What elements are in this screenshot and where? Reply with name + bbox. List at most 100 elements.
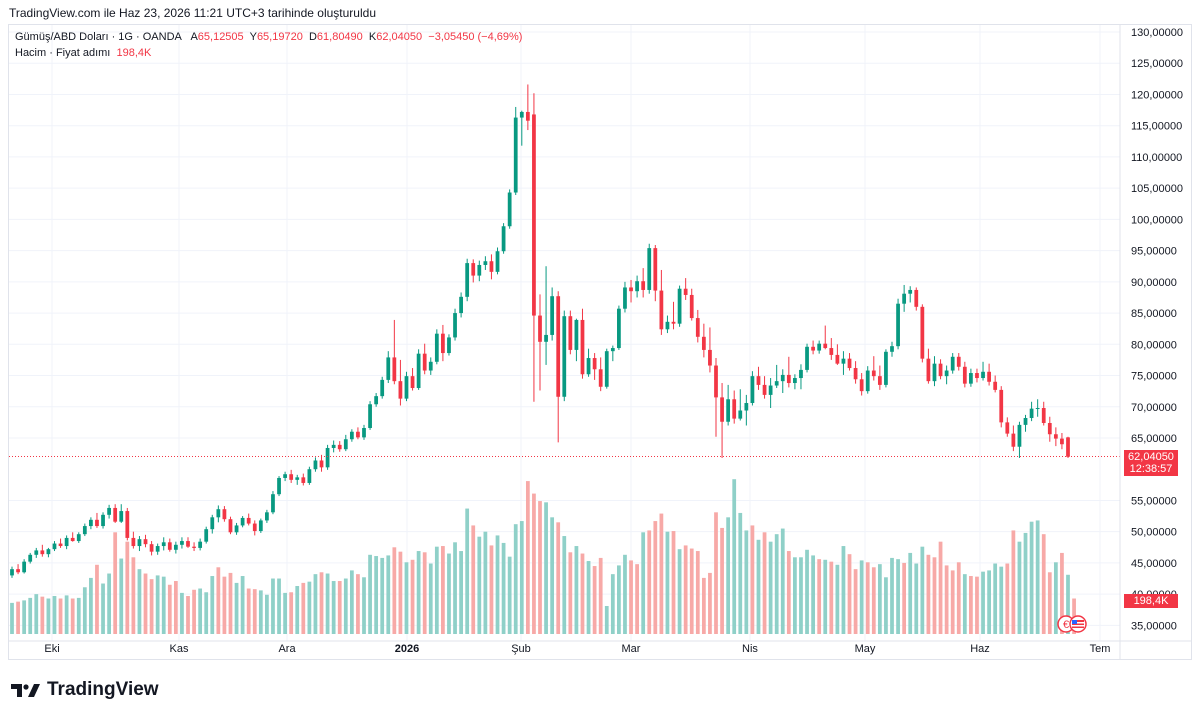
volume-bar xyxy=(307,581,312,634)
volume-bar xyxy=(780,528,785,634)
candle-body xyxy=(471,263,476,276)
volume-bar xyxy=(574,546,579,634)
volume-bar xyxy=(477,536,482,634)
candle-body xyxy=(277,477,281,495)
volume-bar xyxy=(689,548,694,634)
volume-bar xyxy=(823,559,828,634)
y-tick-label: 65,00000 xyxy=(1131,433,1177,445)
candle-body xyxy=(1035,408,1040,410)
volume-bar xyxy=(811,555,815,634)
volume-bar xyxy=(1053,562,1058,634)
volume-bar xyxy=(1029,521,1034,634)
volume-bar xyxy=(34,594,39,634)
volume-bar xyxy=(914,563,919,634)
volume-bar xyxy=(538,501,542,634)
volume-bar xyxy=(610,574,615,634)
candle-body xyxy=(956,356,961,367)
us-flag-icon[interactable]: € xyxy=(1056,614,1090,634)
candle-body xyxy=(574,319,579,350)
candle-body xyxy=(811,346,815,351)
volume-label[interactable]: Hacim · Fiyat adımı xyxy=(15,47,111,59)
symbol-label[interactable]: Gümüş/ABD Doları · 1G · OANDA xyxy=(15,31,182,43)
candle-body xyxy=(368,404,372,428)
volume-bar xyxy=(871,567,876,634)
candle-body xyxy=(349,431,354,440)
candle-body xyxy=(950,356,955,371)
volume-bar xyxy=(301,582,306,634)
candle-body xyxy=(477,264,482,276)
volume-bar xyxy=(143,573,148,634)
candle-body xyxy=(459,296,463,314)
candle-body xyxy=(629,287,633,292)
volume-bar xyxy=(289,592,294,634)
volume-bar xyxy=(568,552,573,634)
volume-bar xyxy=(641,532,646,634)
volume-bar xyxy=(349,570,354,634)
x-tick-label: Haz xyxy=(970,643,990,655)
chart-area[interactable] xyxy=(8,24,1192,660)
volume-bar xyxy=(52,596,57,634)
candle-body xyxy=(374,396,379,405)
candle-body xyxy=(659,290,664,330)
volume-bar xyxy=(501,542,506,634)
open-key: A xyxy=(190,31,198,43)
candle-body xyxy=(525,111,530,121)
candle-body xyxy=(647,248,652,290)
volume-bar xyxy=(58,598,63,634)
candle-body xyxy=(890,346,894,352)
candle-body xyxy=(786,374,791,384)
volume-bar xyxy=(82,587,87,634)
volume-bar xyxy=(447,553,451,634)
y-tick-label: 115,00000 xyxy=(1131,121,1182,133)
candle-body xyxy=(975,373,979,379)
volume-bar xyxy=(428,563,433,634)
y-tick-label: 85,00000 xyxy=(1131,308,1177,320)
y-tick-label: 130,00000 xyxy=(1131,27,1183,39)
volume-bar xyxy=(119,558,124,634)
candle-body xyxy=(107,507,111,515)
volume-bar xyxy=(920,546,925,634)
candle-body xyxy=(932,363,937,382)
candle-body xyxy=(95,519,99,527)
candle-body xyxy=(489,261,494,272)
candle-body xyxy=(58,543,63,547)
candle-body xyxy=(465,263,470,297)
candle-body xyxy=(22,561,27,573)
volume-bar xyxy=(161,576,166,634)
candle-body xyxy=(641,281,646,290)
x-tick-label: Nis xyxy=(742,643,758,655)
volume-bar xyxy=(944,565,949,634)
volume-bar xyxy=(1035,520,1040,634)
volume-bar xyxy=(459,551,463,634)
candle-body xyxy=(920,306,925,359)
ohlc-legend: Gümüş/ABD Doları · 1G · OANDA A65,12505 … xyxy=(15,31,522,43)
volume-bar xyxy=(981,571,985,634)
candle-body xyxy=(865,370,870,392)
candle-body xyxy=(76,534,81,542)
candle-body xyxy=(538,315,542,342)
candle-body xyxy=(295,477,300,480)
candle-body xyxy=(34,550,39,555)
candle-body xyxy=(495,251,500,272)
candle-body xyxy=(726,399,731,422)
candle-body xyxy=(289,474,294,480)
volume-bar xyxy=(265,594,269,634)
candle-body xyxy=(1047,422,1052,435)
volume-bar xyxy=(204,592,209,634)
candle-body xyxy=(1017,424,1022,447)
candle-body xyxy=(301,477,306,483)
y-tick-label: 100,00000 xyxy=(1131,214,1183,226)
candle-body xyxy=(793,378,797,384)
volume-bar xyxy=(969,576,973,634)
volume-bar xyxy=(708,572,712,634)
candle-body xyxy=(101,514,105,527)
y-tick-label: 75,00000 xyxy=(1131,371,1177,383)
volume-bar xyxy=(507,556,512,634)
volume-bar xyxy=(271,578,275,634)
volume-bar xyxy=(956,562,961,634)
brand[interactable]: TradingView xyxy=(11,679,159,701)
volume-bar xyxy=(805,549,809,634)
y-tick-label: 35,00000 xyxy=(1131,620,1177,632)
volume-bar xyxy=(877,564,882,634)
